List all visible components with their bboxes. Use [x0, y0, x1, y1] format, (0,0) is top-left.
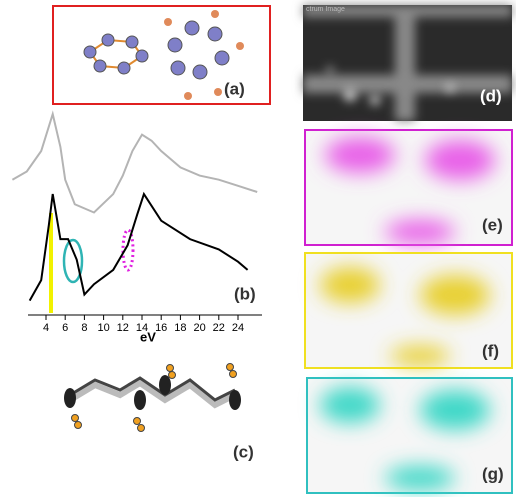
panel-label: (a) — [224, 79, 245, 98]
panel-f: (f) — [305, 253, 512, 368]
image-caption: ctrum Image — [306, 6, 345, 13]
panel-d: ctrum Image (d) — [303, 5, 512, 121]
panel-e: (e) — [305, 130, 512, 245]
panel-g: (g) — [307, 378, 512, 493]
x-tick-label: 22 — [213, 322, 225, 334]
panel-label: (f) — [482, 341, 499, 360]
highlight-band — [49, 213, 53, 313]
x-tick-label: 12 — [117, 322, 129, 334]
x-tick-label: 4 — [43, 322, 49, 334]
x-tick-label: 16 — [155, 322, 167, 334]
x-tick-label: 8 — [81, 322, 87, 334]
panel-label: (c) — [233, 442, 254, 461]
panel-label: (d) — [480, 86, 502, 105]
figure: (a) eV (b) 4681012141618202224 (c) ctrum… — [0, 0, 516, 497]
x-tick-label: 6 — [62, 322, 68, 334]
x-tick-label: 14 — [136, 322, 148, 334]
x-tick-label: 24 — [232, 322, 244, 334]
panel-label: (g) — [482, 464, 504, 483]
x-tick-label: 20 — [193, 322, 205, 334]
x-tick-label: 18 — [174, 322, 186, 334]
panel-label: (e) — [482, 215, 503, 234]
spectrum-line — [30, 194, 248, 301]
x-tick-label: 10 — [97, 322, 109, 334]
spectrum-line — [12, 114, 257, 212]
panel-c: (c) — [64, 364, 254, 462]
panel-a: (a) — [53, 6, 270, 104]
panel-label: (b) — [234, 284, 256, 303]
